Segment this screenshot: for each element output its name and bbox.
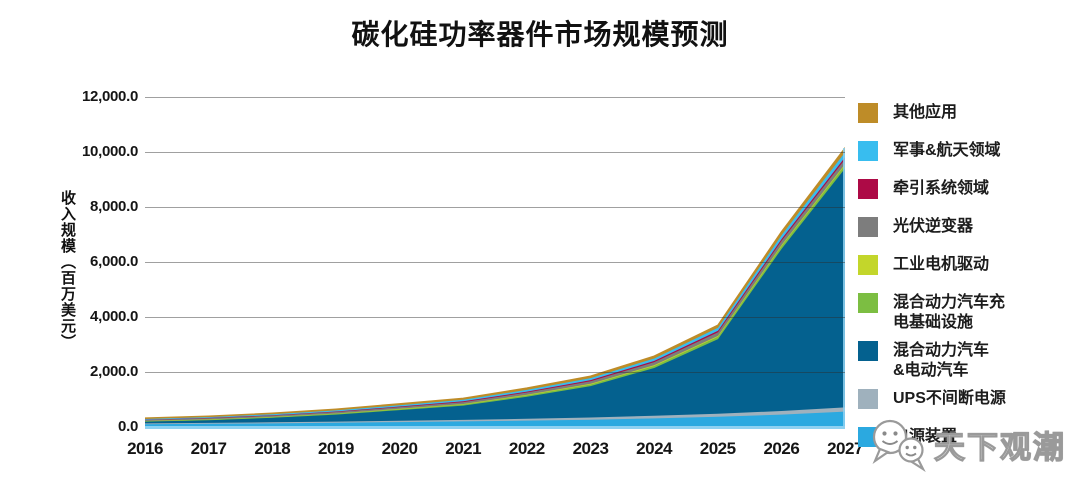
x-axis-tick-label: 2025 xyxy=(699,439,736,458)
legend-label: 混合动力汽车 &电动汽车 xyxy=(893,342,990,379)
gridline xyxy=(145,207,845,208)
legend-label: 工业电机驱动 xyxy=(893,256,990,273)
legend-item: UPS不间断电源 xyxy=(858,389,1073,409)
stacked-area-chart xyxy=(145,146,845,427)
x-axis-tick-label: 2017 xyxy=(190,439,227,458)
watermark-text: 天下观潮 xyxy=(933,429,1066,465)
legend-swatch xyxy=(858,427,878,447)
legend-swatch xyxy=(858,255,878,275)
x-axis-tick-label: 2019 xyxy=(317,439,354,458)
y-axis-tick-label: 8,000.0 xyxy=(90,198,138,215)
y-axis-tick-label: 6,000.0 xyxy=(90,253,138,270)
x-axis-tick-label: 2026 xyxy=(763,439,800,458)
x-axis-tick-label: 2022 xyxy=(508,439,545,458)
gridline xyxy=(145,262,845,263)
legend-label: 军事&航天领域 xyxy=(893,142,1001,159)
y-axis-title: 收入规模（百万美元） xyxy=(59,190,76,350)
chart-title: 碳化硅功率器件市场规模预测 xyxy=(351,19,729,50)
legend-swatch xyxy=(858,341,878,361)
y-axis-tick-label: 0.0 xyxy=(118,418,138,435)
legend-swatch xyxy=(858,103,878,123)
gridline xyxy=(145,97,845,98)
legend-item: 军事&航天领域 xyxy=(858,141,1073,161)
x-axis-tick-label: 2021 xyxy=(445,439,482,458)
legend-label: 牵引系统领域 xyxy=(893,180,990,197)
x-axis-tick-label: 2020 xyxy=(381,439,418,458)
legend-swatch xyxy=(858,141,878,161)
y-axis-tick-labels: 12,000.0 10,000.0 8,000.0 6,000.0 4,000.0 2,0… xyxy=(0,88,138,435)
legend-item: 牵引系统领域 xyxy=(858,179,1073,199)
x-axis-tick-label: 2024 xyxy=(636,439,672,458)
legend-item: 其他应用 xyxy=(858,103,1073,123)
watermark: 天下观潮 xyxy=(868,414,1080,474)
legend-swatch xyxy=(858,389,878,409)
y-axis-tick-label: 2,000.0 xyxy=(90,363,138,380)
legend-label: UPS不间断电源 xyxy=(893,390,1006,407)
x-axis-tick-label: 2023 xyxy=(572,439,609,458)
gridline xyxy=(145,372,845,373)
y-axis-tick-label: 10,000.0 xyxy=(82,143,138,160)
x-axis-tick-label: 2027 xyxy=(827,439,863,458)
gridline xyxy=(145,152,845,153)
legend-item: 光伏逆变器 xyxy=(858,217,1073,237)
gridline xyxy=(145,317,845,318)
y-axis-tick-label: 12,000.0 xyxy=(82,88,138,105)
chat-bubbles-icon xyxy=(872,419,926,472)
legend-swatch xyxy=(858,293,878,313)
legend-item: 工业电机驱动 xyxy=(858,255,1073,275)
legend-item: 混合动力汽车充 电基础设施 xyxy=(858,293,1073,333)
legend-swatch xyxy=(858,217,878,237)
legend-item: 混合动力汽车 &电动汽车 xyxy=(858,341,1073,381)
x-axis-tick-label: 2016 xyxy=(127,439,163,458)
area-series-other xyxy=(145,146,845,420)
x-axis-tick-labels: 2016 2017 2018 2019 2020 2021 2022 2023 2024 2025… xyxy=(127,439,863,461)
x-axis-tick-label: 2018 xyxy=(254,439,291,458)
plot-bottom-edge xyxy=(145,426,845,429)
y-axis-tick-label: 4,000.0 xyxy=(90,308,138,325)
chart-legend: 其他应用军事&航天领域 牵引系统领域 光伏逆变器工业电机驱动混合动力汽车充 电基础设… xyxy=(858,103,1073,465)
legend-label: 其他应用 xyxy=(893,104,958,121)
legend-label: 光伏逆变器 xyxy=(893,218,974,235)
plot-area xyxy=(145,97,845,429)
legend-label: 混合动力汽车充 电基础设施 xyxy=(893,294,1006,331)
area-right-edge xyxy=(843,148,845,427)
legend-swatch xyxy=(858,179,878,199)
